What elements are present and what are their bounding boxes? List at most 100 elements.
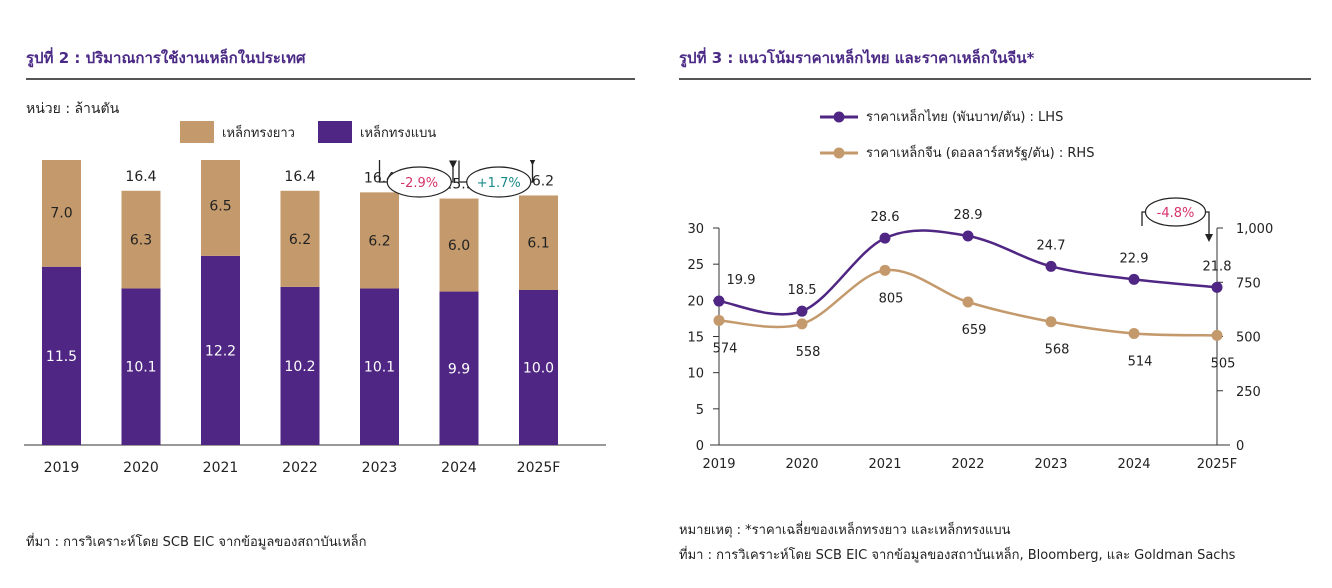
y-right-tick-label: 500 — [1236, 331, 1261, 346]
annotation-arrowhead — [1205, 234, 1213, 242]
change-annotation: -4.8% — [1141, 197, 1213, 242]
right-chart-title: รูปที่ 3 : แนวโน้มราคาเหล็กไทย และราคาเห… — [679, 49, 1035, 67]
thai-point-2024 — [1128, 273, 1140, 285]
bar-label-flat: 9.9 — [448, 361, 470, 377]
bar-label-long: 6.1 — [527, 236, 549, 252]
x-tick-label: 2024 — [441, 460, 477, 476]
bar-long-2020 — [121, 190, 161, 289]
china-point-2024 — [1128, 327, 1140, 339]
thai-value-label: 19.9 — [727, 273, 756, 288]
legend-label-long-steel: เหล็กทรงยาว — [222, 125, 295, 141]
annotation-arrowhead — [449, 160, 457, 169]
legend-swatch-flat-steel — [318, 121, 352, 143]
thai-point-2021 — [879, 232, 891, 244]
bar-long-2022 — [280, 190, 320, 287]
legend-item-long-steel: เหล็กทรงยาว — [180, 121, 295, 143]
legend-marker-thai — [820, 111, 858, 122]
y-left-tick-label: 15 — [687, 331, 704, 346]
legend-item-thai-price: ราคาเหล็กไทย (พันบาท/ตัน) : LHS — [818, 106, 1063, 127]
thai-value-label: 18.5 — [788, 283, 817, 298]
annotation-label: -4.8% — [1157, 206, 1195, 221]
china-value-label: 659 — [962, 323, 987, 338]
thai-value-label: 28.6 — [871, 210, 900, 225]
legend-label-thai-price: ราคาเหล็กไทย (พันบาท/ตัน) : LHS — [866, 110, 1064, 125]
y-left-tick-label: 25 — [687, 258, 704, 273]
legend-marker-china — [820, 147, 858, 158]
bar-label-long: 6.2 — [368, 233, 390, 249]
bar-label-long: 6.5 — [209, 199, 231, 215]
thai-value-label: 21.8 — [1203, 259, 1232, 274]
thai-point-2023 — [1045, 260, 1057, 272]
y-left-tick-label: 0 — [696, 439, 704, 454]
thai-point-2019 — [713, 295, 725, 307]
y-left-tick-label: 30 — [687, 222, 704, 237]
left-chart-title: รูปที่ 2 : ปริมาณการใช้งานเหล็กในประเทศ — [26, 49, 306, 67]
bar-flat-2022 — [280, 286, 320, 445]
china-value-label: 505 — [1211, 356, 1236, 371]
china-point-2022 — [962, 296, 974, 308]
bar-label-flat: 10.1 — [125, 360, 156, 376]
thai-point-2022 — [962, 230, 974, 242]
x-tick-label: 2023 — [362, 460, 398, 476]
y-right-tick-label: 0 — [1236, 439, 1244, 454]
bar-long-2021 — [201, 160, 240, 256]
x-tick-label: 2023 — [1034, 457, 1067, 472]
legend-label-china-price: ราคาเหล็กจีน (ดอลลาร์สหรัฐ/ตัน) : RHS — [866, 146, 1095, 161]
annotation-ellipse — [466, 166, 532, 198]
annotation-label: -2.9% — [400, 176, 438, 191]
x-tick-label: 2024 — [1117, 457, 1150, 472]
left-source: ที่มา : การวิเคราะห์โดย SCB EIC จากข้อมู… — [26, 535, 367, 550]
china-point-2025F — [1211, 329, 1223, 341]
bar-long-2023 — [360, 192, 399, 289]
bar-label-flat: 10.0 — [523, 361, 554, 377]
bar-label-long: 6.0 — [448, 238, 470, 254]
bar-flat-2019 — [42, 266, 81, 445]
china-value-label: 805 — [879, 291, 904, 306]
x-tick-label: 2019 — [44, 460, 80, 476]
china-point-2020 — [796, 318, 808, 330]
bar-label-long: 6.3 — [130, 233, 152, 249]
bar-label-flat: 12.2 — [205, 343, 236, 359]
right-note: หมายเหตุ : *ราคาเฉลี่ยของเหล็กทรงยาว และ… — [679, 523, 1011, 538]
china-point-2019 — [713, 314, 725, 326]
annotation-arrowhead — [529, 160, 536, 166]
thai-value-label: 22.9 — [1120, 251, 1149, 266]
left-title-rule — [26, 78, 635, 80]
y-right-tick-label: 250 — [1236, 385, 1261, 400]
y-left-tick-label: 20 — [687, 294, 704, 309]
right-source: ที่มา : การวิเคราะห์โดย SCB EIC จากข้อมู… — [679, 548, 1236, 563]
bar-flat-2021 — [201, 255, 240, 445]
x-tick-label: 2019 — [702, 457, 735, 472]
thai-point-2025F — [1211, 281, 1223, 293]
thai-value-label: 24.7 — [1037, 238, 1066, 253]
bar-flat-2020 — [121, 288, 161, 445]
change-annotation: +1.7% — [458, 160, 536, 198]
bar-flat-2024 — [439, 291, 479, 445]
x-tick-label: 2022 — [951, 457, 984, 472]
bar-label-flat: 10.2 — [284, 359, 315, 375]
legend-item-china-price: ราคาเหล็กจีน (ดอลลาร์สหรัฐ/ตัน) : RHS — [818, 142, 1094, 163]
annotation-ellipse — [386, 166, 452, 198]
bar-label-flat: 11.5 — [46, 349, 77, 365]
bar-long-2024 — [439, 198, 479, 292]
china-point-2021 — [879, 264, 891, 276]
china-value-label: 568 — [1045, 343, 1070, 358]
x-tick-label: 2025F — [1197, 457, 1238, 472]
bar-total-label: 16.4 — [125, 169, 156, 185]
x-tick-label: 2022 — [282, 460, 318, 476]
x-tick-label: 2020 — [785, 457, 818, 472]
left-unit-label: หน่วย : ล้านตัน — [26, 101, 120, 117]
bar-total-label: 16.2 — [523, 173, 554, 189]
thai-value-label: 28.9 — [954, 208, 983, 223]
legend-label-flat-steel: เหล็กทรงแบน — [360, 125, 437, 141]
y-right-tick-label: 750 — [1236, 276, 1261, 291]
thai-point-2020 — [796, 305, 808, 317]
legend-item-flat-steel: เหล็กทรงแบน — [318, 121, 436, 143]
china-value-label: 514 — [1128, 354, 1153, 369]
y-left-tick-label: 10 — [687, 367, 704, 382]
bar-total-label: 16.4 — [284, 169, 315, 185]
china-value-label: 558 — [796, 345, 821, 360]
x-tick-label: 2025F — [517, 460, 561, 476]
y-right-tick-label: 1,000 — [1236, 222, 1273, 237]
bar-flat-2023 — [360, 288, 399, 445]
